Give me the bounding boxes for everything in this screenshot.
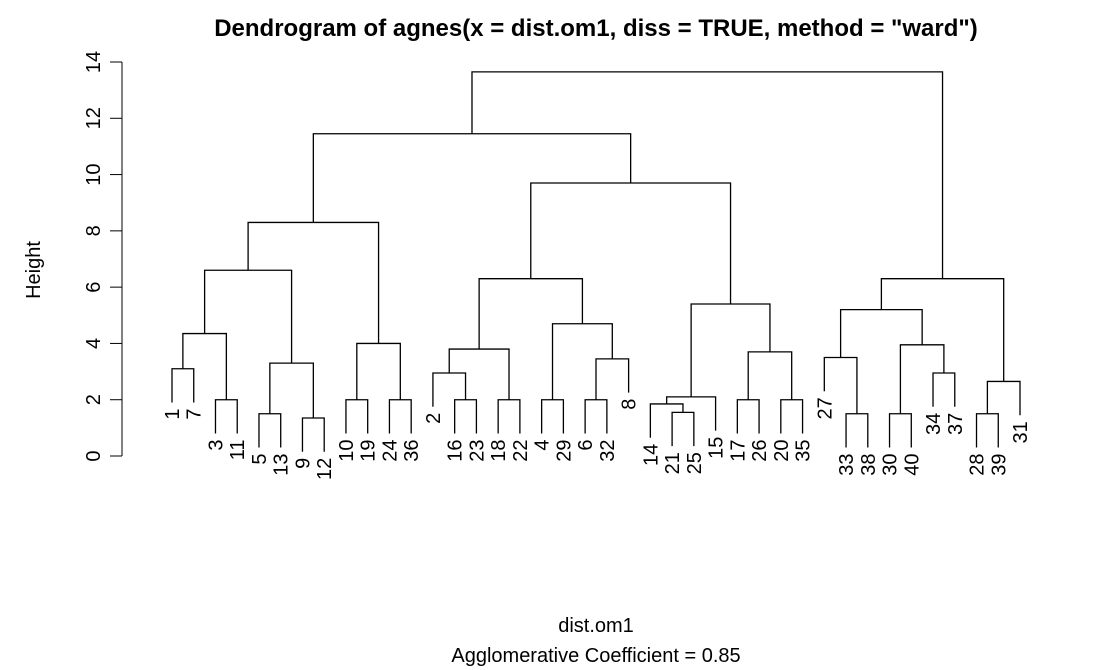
merge-link: [471, 71, 944, 279]
merge-link: [454, 399, 478, 434]
merge-link: [356, 342, 401, 400]
merge-link: [584, 399, 608, 434]
leaf-label: 37: [945, 413, 967, 435]
merge-link: [839, 309, 923, 358]
leaf-label: 10: [336, 439, 358, 461]
leaf-label: 24: [379, 439, 401, 461]
merge-link: [666, 396, 717, 431]
leaf-label: 2: [423, 413, 445, 424]
leaf-label: 29: [553, 439, 575, 461]
merge-link: [258, 413, 282, 448]
leaf-label: 21: [662, 452, 684, 474]
y-tick-label: 8: [83, 225, 105, 236]
leaf-label: 12: [314, 458, 336, 480]
merge-link: [530, 182, 732, 305]
leaf-label: 11: [227, 439, 249, 460]
leaf-label: 1: [162, 409, 184, 420]
merge-link: [845, 413, 869, 448]
leaf-label: 30: [880, 454, 902, 476]
merge-link: [214, 399, 238, 434]
leaf-label: 18: [488, 439, 510, 461]
leaf-label: 13: [271, 454, 293, 476]
merge-link: [247, 221, 380, 344]
leaf-label: 19: [358, 439, 380, 461]
y-tick-label: 6: [83, 282, 105, 293]
leaf-label: 5: [249, 454, 271, 465]
merge-link: [975, 413, 999, 448]
leaf-label: 8: [619, 399, 641, 410]
merge-link: [880, 278, 1005, 382]
y-tick-label: 0: [83, 450, 105, 461]
leaf-label: 35: [793, 439, 815, 461]
chart-title: Dendrogram of agnes(x = dist.om1, diss =…: [214, 15, 978, 42]
leaf-label: 17: [727, 439, 749, 461]
merge-link: [301, 417, 325, 452]
merge-link: [312, 133, 632, 223]
merge-link: [388, 399, 412, 434]
leaf-label: 15: [706, 437, 728, 459]
merge-link: [497, 399, 521, 434]
leaf-label: 23: [466, 439, 488, 461]
leaf-label: 27: [814, 397, 836, 419]
merge-link: [595, 358, 630, 400]
merge-link: [448, 348, 510, 400]
leaf-label: 3: [205, 439, 227, 450]
merge-link: [671, 411, 695, 447]
merge-link: [986, 380, 1021, 416]
merge-link: [899, 344, 945, 414]
merge-link: [269, 362, 314, 419]
merge-link: [649, 403, 684, 438]
leaf-label: 4: [532, 439, 554, 450]
y-tick-label: 2: [83, 394, 105, 405]
y-tick-label: 10: [83, 163, 105, 185]
merge-link: [736, 399, 760, 434]
y-axis-label: Height: [23, 241, 45, 299]
merge-link: [432, 372, 467, 407]
merge-link: [888, 413, 912, 448]
merge-link: [551, 323, 613, 400]
merge-link: [478, 278, 584, 350]
x-axis-label: dist.om1: [558, 615, 634, 637]
y-tick-label: 12: [83, 107, 105, 129]
leaf-label: 34: [923, 413, 945, 435]
leaf-label: 38: [858, 454, 880, 476]
y-tick-label: 14: [83, 51, 105, 73]
merge-link: [780, 399, 804, 434]
merge-link: [540, 399, 565, 434]
leaf-label: 22: [510, 439, 532, 461]
leaf-label: 31: [1010, 421, 1032, 443]
subtitle: Agglomerative Coefficient = 0.85: [451, 645, 740, 667]
merge-link: [932, 372, 956, 407]
merge-link: [690, 303, 771, 397]
leaf-label: 39: [988, 454, 1010, 476]
leaf-label: 25: [684, 452, 706, 474]
leaf-label: 36: [401, 439, 423, 461]
leaf-label: 33: [836, 454, 858, 476]
merge-link: [182, 332, 228, 400]
leaf-label: 16: [445, 439, 467, 461]
leaf-label: 14: [640, 444, 662, 466]
merge-link: [203, 269, 293, 364]
leaf-label: 26: [749, 439, 771, 461]
leaf-label: 40: [901, 454, 923, 476]
merge-link: [747, 351, 793, 400]
y-tick-label: 4: [83, 338, 105, 349]
merge-link: [171, 368, 195, 403]
merge-link: [345, 399, 369, 434]
leaf-label: 20: [771, 439, 793, 461]
leaf-label: 9: [292, 458, 314, 469]
leaf-label: 32: [597, 439, 619, 461]
leaf-label: 7: [184, 409, 206, 420]
leaf-label: 28: [967, 454, 989, 476]
leaf-label: 6: [575, 439, 597, 450]
